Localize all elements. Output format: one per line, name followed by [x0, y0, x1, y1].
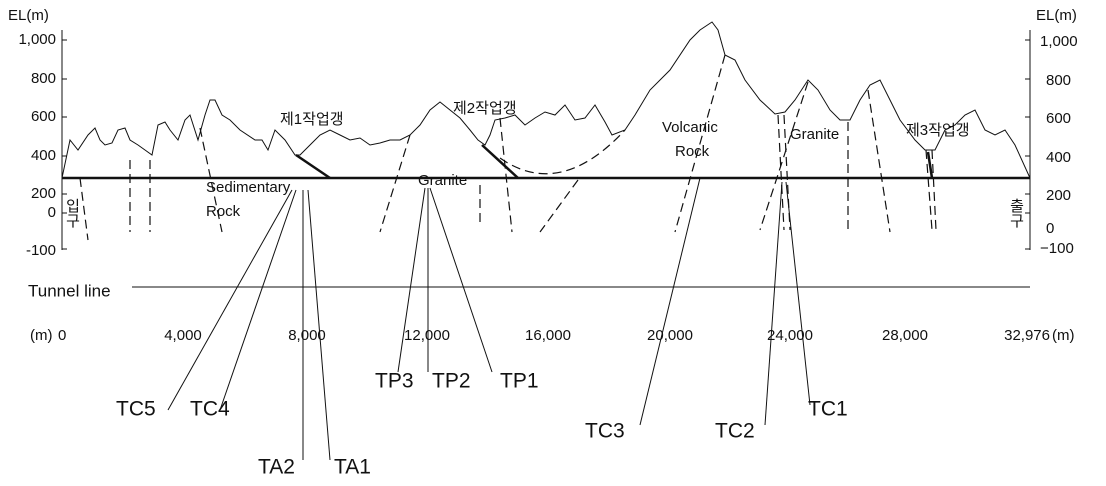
region-label: Sedimentary — [206, 179, 291, 196]
x-unit: (m) — [1052, 327, 1075, 344]
tick-label: 16,000 — [525, 327, 571, 344]
adit — [481, 144, 519, 179]
left-axis-ticks — [62, 39, 1030, 250]
exit-label: 출구 — [1008, 198, 1025, 228]
tick-label: 200 — [31, 185, 56, 202]
right-tick-labels: 1,000 800 600 400 200 0 −100 — [1040, 33, 1078, 257]
tick-label: 12,000 — [404, 327, 450, 344]
tick-label: 4,000 — [164, 327, 202, 344]
tick-label: 600 — [31, 108, 56, 125]
borehole-label: TC5 — [116, 398, 156, 421]
borehole-labels: TC5 TC4 TA2 TA1 TP3 TP2 TP1 TC3 TC2 TC1 — [116, 370, 848, 479]
borehole-leaders — [167, 177, 811, 461]
tick-label: 200 — [1046, 187, 1071, 204]
geologic-boundaries — [79, 54, 937, 241]
region-label: Rock — [675, 143, 710, 160]
tick-label: -100 — [26, 242, 56, 259]
borehole-label: TP1 — [500, 370, 539, 393]
borehole-label: TC3 — [585, 420, 625, 443]
adit-label: 제3작업갱 — [906, 122, 970, 139]
x-tick-labels: (m) 0 4,000 8,000 12,000 16,000 20,000 2… — [30, 327, 1075, 344]
tick-label: 600 — [1046, 110, 1071, 127]
x-unit: (m) — [30, 327, 53, 344]
borehole-label: TC2 — [715, 420, 755, 443]
tick-label: 1,000 — [18, 31, 56, 48]
tick-label: 0 — [58, 327, 66, 344]
region-label: Volcanic — [662, 119, 718, 136]
tick-label: 32,976 — [1004, 327, 1050, 344]
tick-label: 800 — [1046, 72, 1071, 89]
left-tick-labels: 1,000 800 600 400 200 0 -100 — [18, 31, 56, 259]
right-axis-title: EL(m) — [1036, 7, 1077, 24]
borehole-label: TP2 — [432, 370, 471, 393]
region-label: Granite — [790, 126, 839, 143]
adit — [926, 151, 934, 179]
region-label: Granite — [418, 172, 467, 189]
region-label: Rock — [206, 203, 241, 220]
tick-label: 0 — [48, 204, 56, 221]
tick-label: 28,000 — [882, 327, 928, 344]
tick-label: 400 — [1046, 149, 1071, 166]
left-axis-title: EL(m) — [8, 7, 49, 24]
adit-label: 제1작업갱 — [280, 111, 344, 128]
tick-label: 0 — [1046, 220, 1054, 237]
borehole-label: TA2 — [258, 456, 295, 479]
entrance-label: 입구 — [64, 198, 81, 228]
tick-label: 8,000 — [288, 327, 326, 344]
adit — [295, 153, 331, 180]
tick-label: 800 — [31, 70, 56, 87]
tunnel-line-label: Tunnel line — [28, 281, 111, 300]
tick-label: 400 — [31, 147, 56, 164]
tick-label: 20,000 — [647, 327, 693, 344]
adit-label: 제2작업갱 — [453, 100, 517, 117]
borehole-label: TC4 — [190, 398, 230, 421]
tick-label: −100 — [1040, 240, 1074, 257]
borehole-label: TA1 — [334, 456, 371, 479]
borehole-label: TC1 — [808, 398, 848, 421]
tick-label: 24,000 — [767, 327, 813, 344]
tick-label: 1,000 — [1040, 33, 1078, 50]
terrain-profile — [61, 21, 1031, 179]
borehole-label: TP3 — [375, 370, 414, 393]
